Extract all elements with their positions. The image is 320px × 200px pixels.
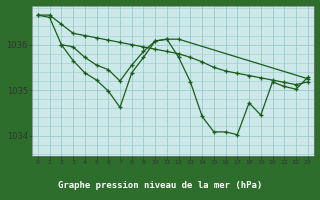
Text: Graphe pression niveau de la mer (hPa): Graphe pression niveau de la mer (hPa) — [58, 182, 262, 190]
